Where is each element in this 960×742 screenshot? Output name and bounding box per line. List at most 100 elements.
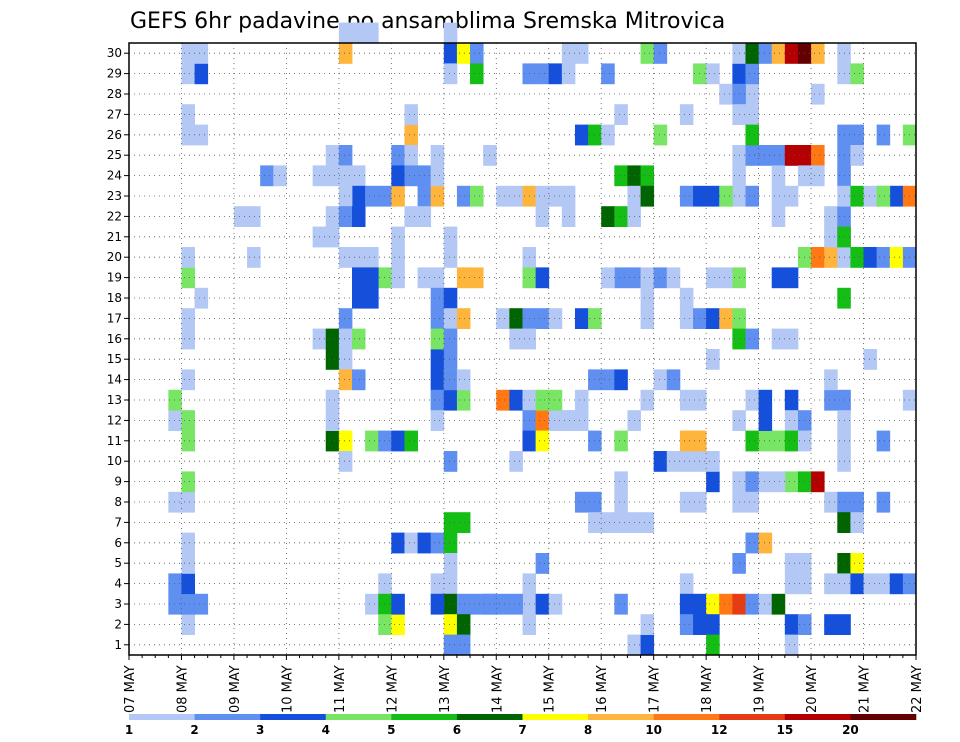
- heatmap-cell: [824, 491, 838, 513]
- heatmap-cell: [561, 410, 576, 431]
- heatmap-cell: [784, 43, 799, 64]
- heatmap-cell: [325, 389, 340, 411]
- heatmap-cell: [706, 593, 720, 615]
- y-tick-label: 12: [107, 413, 122, 427]
- heatmap-cell: [574, 124, 589, 146]
- heatmap-cell: [771, 145, 786, 166]
- x-tick-label: 20 MAY: [805, 665, 820, 713]
- y-tick-label: 10: [107, 454, 122, 468]
- heatmap-cell: [443, 512, 458, 533]
- heatmap-cell: [679, 573, 694, 595]
- heatmap-cell: [535, 185, 550, 207]
- heatmap-cell: [614, 593, 628, 615]
- heatmap-cell: [758, 43, 773, 64]
- heatmap-cell: [561, 185, 576, 207]
- heatmap-cell: [365, 430, 379, 452]
- y-tick-label: 5: [114, 556, 122, 570]
- heatmap-cell: [430, 349, 445, 370]
- legend-swatch: [784, 714, 851, 720]
- heatmap-cell: [535, 430, 550, 452]
- heatmap-cell: [850, 512, 864, 533]
- heatmap-cell: [679, 308, 694, 329]
- legend: 1 2 3 4 5 6 7 8 10 12 15 20: [125, 714, 917, 737]
- heatmap-cell: [719, 83, 733, 105]
- heatmap-cell: [430, 185, 445, 207]
- heatmap-cell: [443, 553, 458, 574]
- legend-swatch: [719, 714, 786, 720]
- heatmap-cell: [365, 287, 379, 309]
- heatmap-cell: [325, 349, 340, 370]
- heatmap-cell: [430, 145, 445, 166]
- heatmap-cell: [456, 593, 471, 615]
- y-tick-label: 23: [107, 189, 122, 203]
- legend-swatch: [653, 714, 720, 720]
- y-tick-label: 17: [107, 311, 122, 325]
- heatmap-cell: [273, 165, 287, 187]
- y-tick-label: 11: [107, 434, 122, 448]
- x-tick-label: 07 MAY: [123, 665, 138, 713]
- heatmap-cell: [391, 614, 405, 635]
- x-tick-label: 12 MAY: [385, 665, 400, 713]
- heatmap-cell: [706, 471, 720, 493]
- heatmap-cell: [470, 593, 484, 615]
- legend-swatch: [391, 714, 458, 720]
- heatmap-cell: [574, 491, 589, 513]
- heatmap-cell: [404, 145, 418, 166]
- heatmap-cell: [706, 267, 720, 289]
- heatmap-cell: [404, 532, 418, 554]
- heatmap-cell: [181, 430, 195, 452]
- heatmap-cell: [784, 634, 799, 656]
- heatmap-cell: [679, 104, 694, 125]
- heatmap-cell: [640, 287, 655, 309]
- heatmap-cell: [653, 267, 668, 289]
- heatmap-cell: [181, 573, 195, 595]
- heatmap-cell: [666, 451, 681, 472]
- heatmap-cell: [456, 369, 471, 391]
- heatmap-cell: [496, 593, 510, 615]
- heatmap-cell: [181, 308, 195, 329]
- heatmap-cell: [561, 206, 576, 227]
- heatmap-cell: [181, 328, 195, 350]
- heatmap-cell: [771, 593, 786, 615]
- heatmap-cell: [509, 593, 523, 615]
- heatmap-cell: [194, 287, 209, 309]
- heatmap-cell: [784, 267, 799, 289]
- heatmap-cell: [404, 430, 418, 452]
- heatmap-cell: [771, 206, 786, 227]
- heatmap-cell: [181, 491, 195, 513]
- heatmap-cell: [706, 451, 720, 472]
- heatmap-cell: [876, 491, 891, 513]
- heatmap-cell: [470, 185, 484, 207]
- heatmap-cell: [679, 614, 694, 635]
- heatmap-cell: [351, 165, 366, 187]
- heatmap-cell: [679, 389, 694, 411]
- heatmap-cell: [233, 206, 248, 227]
- heatmap-cell: [430, 532, 445, 554]
- heatmap-cell: [181, 43, 195, 64]
- heatmap-cell: [351, 287, 366, 309]
- heatmap-cell: [365, 22, 379, 44]
- y-tick-label: 6: [114, 536, 122, 550]
- heatmap-cell: [850, 145, 864, 166]
- legend-swatch: [588, 714, 654, 720]
- heatmap-cell: [745, 43, 759, 64]
- heatmap-cell: [338, 22, 353, 44]
- heatmap-cell: [443, 349, 458, 370]
- heatmap-cell: [811, 165, 825, 187]
- heatmap-cell: [745, 124, 759, 146]
- legend-label: 3: [256, 723, 264, 737]
- heatmap-cell: [443, 593, 458, 615]
- heatmap-cell: [391, 532, 405, 554]
- heatmap-cell: [719, 185, 733, 207]
- heatmap-cell: [679, 185, 694, 207]
- heatmap-cell: [456, 634, 471, 656]
- x-tick-label: 10 MAY: [280, 665, 295, 713]
- heatmap-cell: [509, 308, 523, 329]
- heatmap-cell: [601, 206, 615, 227]
- heatmap-cell: [443, 247, 458, 268]
- heatmap-cell: [745, 593, 759, 615]
- y-tick-label: 14: [107, 373, 122, 387]
- heatmap-cell: [640, 634, 655, 656]
- heatmap-cell: [456, 43, 471, 64]
